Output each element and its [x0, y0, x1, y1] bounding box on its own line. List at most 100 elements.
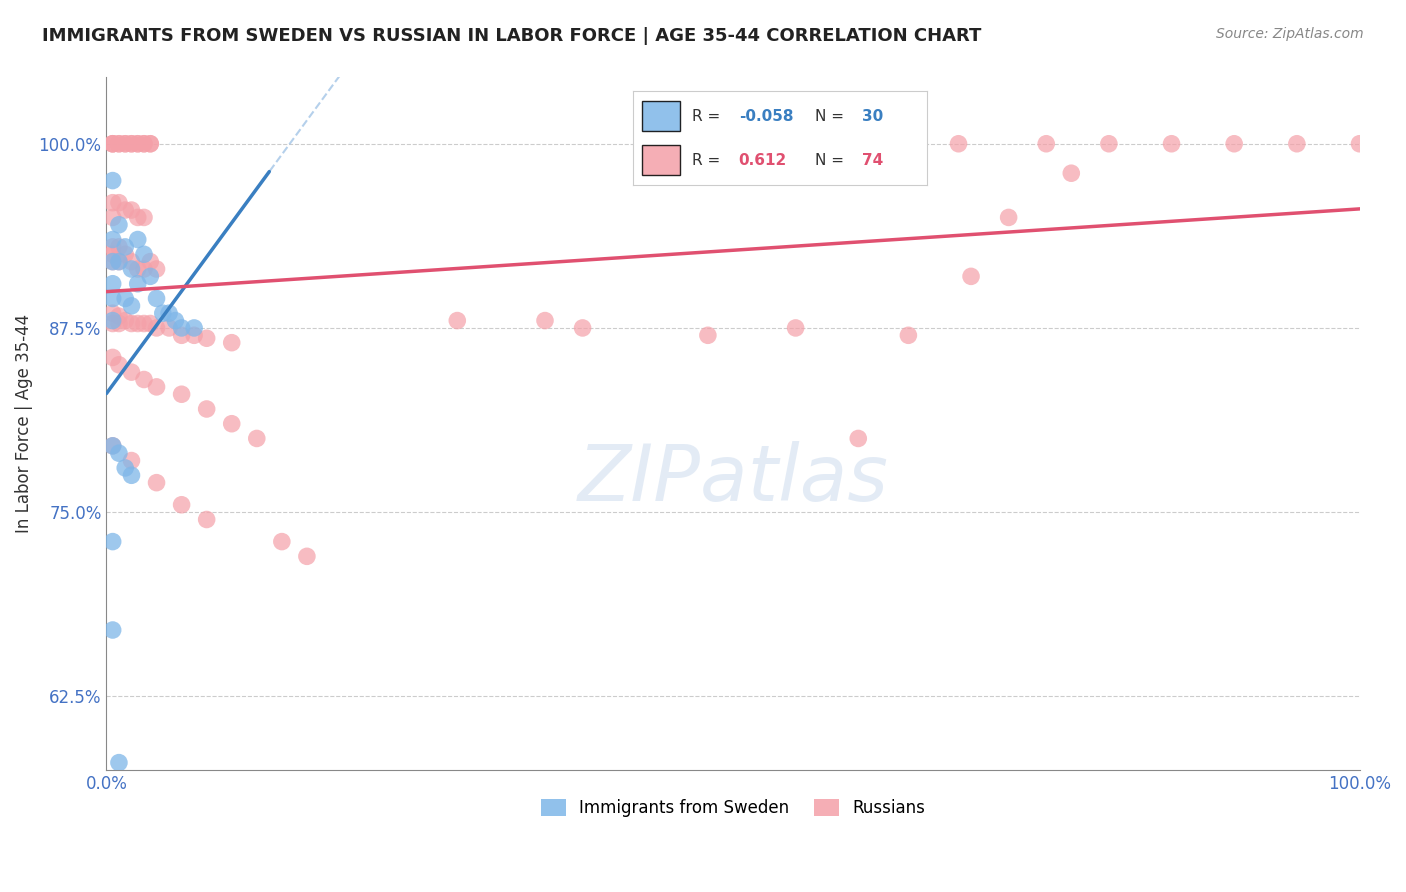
Point [145, 262, 167, 277]
Point [139, 317, 162, 331]
Point [101, 439, 124, 453]
Point [101, 233, 124, 247]
Point [139, 136, 162, 151]
Point [145, 380, 167, 394]
Point [114, 136, 136, 151]
Point [114, 313, 136, 327]
Point [446, 313, 468, 327]
Point [195, 331, 218, 345]
Point [121, 136, 143, 151]
Point [1035, 136, 1057, 151]
Point [108, 309, 131, 323]
Point [152, 306, 174, 320]
Point [846, 432, 869, 446]
Point [571, 321, 593, 335]
Point [145, 321, 167, 335]
Point [101, 247, 124, 261]
Point [534, 313, 557, 327]
Point [101, 136, 124, 151]
Point [108, 756, 131, 770]
Point [221, 417, 243, 431]
Point [139, 254, 162, 268]
Point [101, 306, 124, 320]
Point [114, 240, 136, 254]
Point [121, 262, 143, 277]
Point [785, 321, 807, 335]
Point [132, 372, 155, 386]
Point [127, 277, 149, 291]
Text: ZIPatlas: ZIPatlas [578, 442, 889, 517]
Point [195, 512, 218, 526]
Point [108, 195, 131, 210]
Legend: Immigrants from Sweden, Russians: Immigrants from Sweden, Russians [534, 792, 932, 824]
Point [101, 173, 124, 187]
Point [221, 335, 243, 350]
Point [101, 195, 124, 210]
Point [108, 218, 131, 232]
Point [101, 254, 124, 268]
Point [114, 292, 136, 306]
Point [114, 247, 136, 261]
Point [246, 432, 269, 446]
Point [101, 317, 124, 331]
Point [696, 328, 718, 343]
Point [114, 202, 136, 217]
Point [108, 358, 131, 372]
Point [170, 498, 193, 512]
Point [132, 136, 155, 151]
Point [195, 402, 218, 417]
Y-axis label: In Labor Force | Age 35-44: In Labor Force | Age 35-44 [15, 314, 32, 533]
Point [121, 299, 143, 313]
Point [139, 136, 162, 151]
Point [997, 211, 1019, 225]
Point [108, 446, 131, 460]
Point [101, 439, 124, 453]
Point [170, 321, 193, 335]
Point [127, 233, 149, 247]
Point [108, 136, 131, 151]
Point [101, 240, 124, 254]
Point [1160, 136, 1182, 151]
Point [108, 792, 131, 806]
Point [183, 328, 205, 343]
Point [897, 328, 920, 343]
Point [108, 240, 131, 254]
Point [121, 468, 143, 483]
Point [101, 211, 124, 225]
Point [121, 365, 143, 379]
Point [121, 317, 143, 331]
Point [101, 277, 124, 291]
Point [295, 549, 318, 564]
Point [132, 211, 155, 225]
Point [1285, 136, 1308, 151]
Point [960, 269, 983, 284]
Point [127, 317, 149, 331]
Point [127, 211, 149, 225]
Point [132, 136, 155, 151]
Point [108, 317, 131, 331]
Point [101, 313, 124, 327]
Point [121, 136, 143, 151]
Point [101, 534, 124, 549]
Point [101, 136, 124, 151]
Point [157, 321, 180, 335]
Point [132, 247, 155, 261]
Text: IMMIGRANTS FROM SWEDEN VS RUSSIAN IN LABOR FORCE | AGE 35-44 CORRELATION CHART: IMMIGRANTS FROM SWEDEN VS RUSSIAN IN LAB… [42, 27, 981, 45]
Point [170, 387, 193, 401]
Point [1060, 166, 1083, 180]
Point [183, 321, 205, 335]
Point [101, 292, 124, 306]
Point [127, 262, 149, 277]
Point [108, 254, 131, 268]
Point [108, 136, 131, 151]
Point [101, 351, 124, 365]
Point [145, 475, 167, 490]
Point [108, 254, 131, 268]
Point [101, 254, 124, 268]
Point [114, 136, 136, 151]
Point [121, 453, 143, 467]
Point [1098, 136, 1121, 151]
Point [121, 202, 143, 217]
Point [101, 136, 124, 151]
Point [127, 136, 149, 151]
